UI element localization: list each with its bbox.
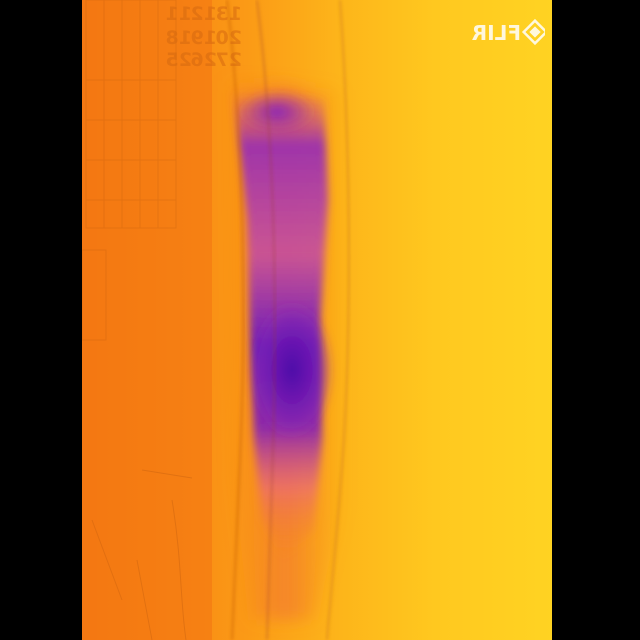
thermal-scene: 11 12 13 18 19 20 25 26 27	[82, 0, 350, 640]
flir-watermark: FLIR	[455, 18, 545, 46]
seam-line	[256, 0, 276, 640]
seam-line	[326, 0, 350, 640]
cold-spot	[250, 300, 334, 440]
calendar-number: 19	[191, 27, 217, 49]
flir-logo-icon: FLIR	[472, 18, 545, 46]
thermal-image: 11 12 13 18 19 20 25 26 27	[82, 0, 552, 640]
calendar-number: 18	[166, 27, 192, 49]
watermark-text: FLIR	[472, 21, 521, 45]
calendar-number: 26	[191, 49, 217, 71]
calendar-number: 13	[216, 3, 242, 25]
surface-texture	[91, 469, 193, 640]
calendar-number: 11	[166, 3, 192, 25]
calendar-number: 25	[166, 49, 192, 71]
seam-line	[226, 0, 244, 640]
calendar-numbers: 11 12 13 18 19 20 25 26 27	[166, 3, 242, 71]
left-warm-region	[82, 0, 212, 640]
calendar-number: 27	[216, 49, 242, 71]
cold-band-top	[237, 90, 317, 134]
calendar-number: 20	[216, 27, 242, 49]
calendar-number: 12	[191, 3, 217, 25]
calendar-grid	[82, 0, 177, 341]
